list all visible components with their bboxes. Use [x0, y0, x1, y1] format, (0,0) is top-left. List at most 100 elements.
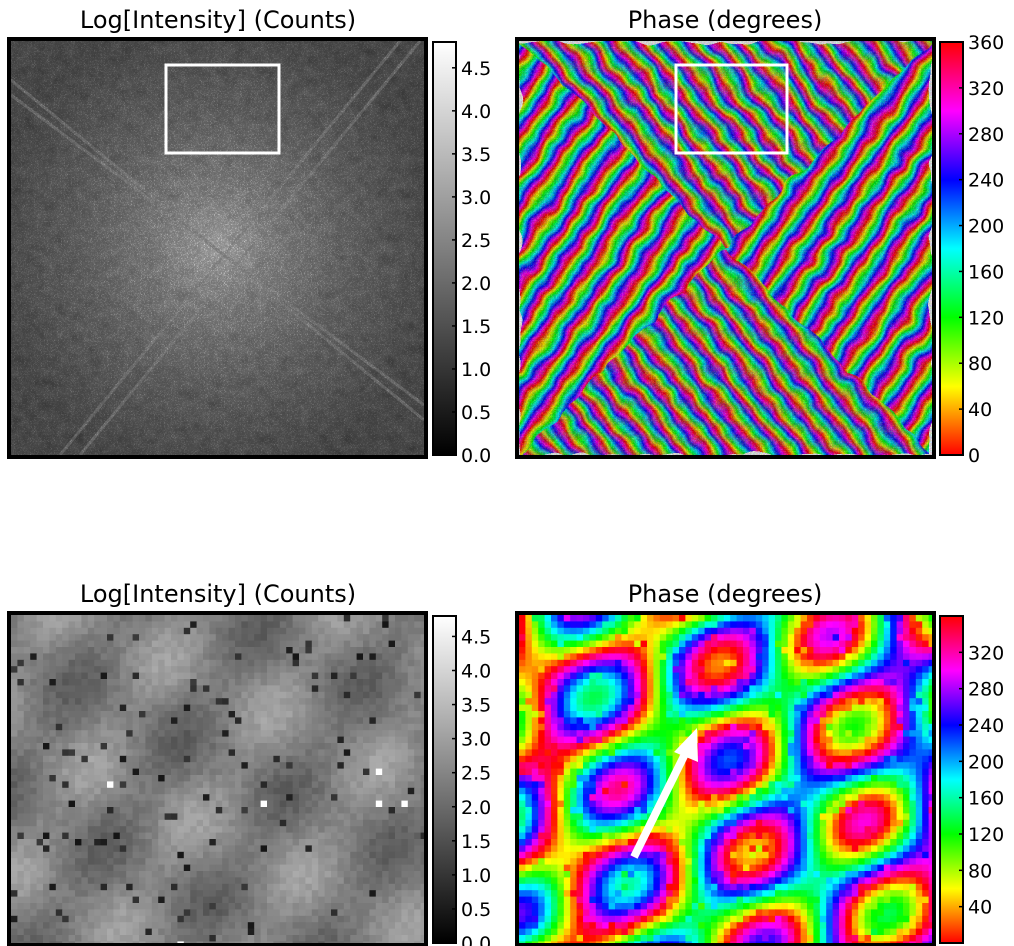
heatmap-cell	[145, 685, 153, 693]
heatmap-cell	[388, 941, 396, 943]
heatmap-cell	[119, 890, 127, 898]
heatmap-cell	[113, 621, 121, 629]
heatmap-cell	[260, 858, 268, 866]
heatmap-cell	[388, 743, 396, 750]
heatmap-cell	[839, 723, 846, 731]
heatmap-cell	[247, 685, 255, 693]
heatmap-cell	[730, 691, 738, 699]
heatmap-cell	[883, 755, 891, 763]
heatmap-cell	[113, 647, 121, 654]
heatmap-cell	[279, 762, 287, 770]
heatmap-cell	[139, 922, 146, 930]
heatmap-cell	[356, 800, 364, 808]
heatmap-cell	[864, 698, 872, 706]
heatmap-cell	[139, 845, 146, 853]
heatmap-cell	[228, 794, 236, 802]
heatmap-cell	[922, 653, 930, 661]
heatmap-cell	[414, 877, 422, 885]
heatmap-cell	[254, 839, 262, 846]
heatmap-cell	[343, 679, 351, 686]
heatmap-cell	[704, 749, 712, 757]
heatmap-cell	[49, 711, 57, 718]
heatmap-cell	[589, 647, 597, 654]
heatmap-cell	[324, 851, 332, 859]
heatmap-cell	[839, 711, 846, 718]
heatmap-cell	[634, 659, 642, 667]
heatmap-cell	[75, 691, 82, 699]
heatmap-cell	[621, 672, 629, 680]
heatmap-cell	[11, 826, 18, 834]
heatmap-cell	[43, 941, 50, 943]
heatmap-cell	[749, 647, 757, 654]
heatmap-cell	[158, 903, 166, 910]
heatmap-cell	[928, 621, 932, 629]
heatmap-cell	[324, 909, 332, 917]
heatmap-cell	[414, 819, 422, 827]
heatmap-cell	[395, 845, 402, 853]
heatmap-cell	[222, 922, 230, 930]
heatmap-cell	[343, 666, 351, 674]
heatmap-cell	[11, 666, 18, 674]
heatmap-cell	[839, 755, 846, 763]
heatmap-cell	[292, 653, 300, 661]
heatmap-cell	[254, 768, 262, 776]
heatmap-cell	[196, 775, 204, 782]
heatmap-cell	[356, 775, 364, 782]
heatmap-cell	[254, 679, 262, 686]
heatmap-cell	[247, 915, 255, 923]
heatmap-cell	[634, 640, 642, 648]
heatmap-cell	[775, 743, 782, 750]
heatmap-cell	[363, 883, 370, 891]
heatmap-cell	[164, 819, 172, 827]
heatmap-cell	[414, 832, 422, 840]
heatmap-cell	[81, 928, 89, 936]
heatmap-cell	[177, 704, 185, 712]
heatmap-cell	[915, 717, 923, 725]
heatmap-cell	[17, 711, 25, 718]
heatmap-cell	[819, 653, 827, 661]
heatmap-cell	[158, 685, 166, 693]
heatmap-cell	[196, 896, 204, 904]
heatmap-cell	[43, 723, 50, 731]
heatmap-cell	[890, 679, 898, 686]
heatmap-cell	[401, 698, 409, 706]
heatmap-cell	[62, 749, 70, 757]
heatmap-cell	[807, 691, 814, 699]
heatmap-cell	[768, 666, 776, 674]
heatmap-cell	[350, 935, 358, 942]
heatmap-cell	[414, 768, 422, 776]
heatmap-cell	[331, 704, 338, 712]
heatmap-cell	[781, 621, 789, 629]
heatmap-cell	[299, 691, 306, 699]
heatmap-cell	[691, 691, 699, 699]
heatmap-cell	[343, 615, 351, 622]
heatmap-cell	[369, 928, 377, 936]
heatmap-cell	[139, 730, 146, 738]
heatmap-cell	[589, 627, 597, 635]
heatmap-cell	[228, 851, 236, 859]
heatmap-cell	[711, 659, 718, 667]
heatmap-cell	[299, 794, 306, 802]
heatmap-cell	[273, 794, 281, 802]
heatmap-cell	[247, 794, 255, 802]
heatmap-cell	[350, 839, 358, 846]
heatmap-cell	[126, 711, 134, 718]
heatmap-cell	[164, 679, 172, 686]
heatmap-cell	[845, 679, 853, 686]
heatmap-cell	[858, 615, 866, 622]
heatmap-cell	[864, 615, 872, 622]
heatmap-cell	[190, 877, 198, 885]
heatmap-cell	[30, 704, 38, 712]
heatmap-cell	[331, 787, 338, 795]
heatmap-cell	[800, 666, 808, 674]
heatmap-cell	[647, 755, 654, 763]
heatmap-cell	[55, 640, 63, 648]
heatmap-cell	[311, 826, 319, 834]
heatmap-cell	[839, 640, 846, 648]
heatmap-cell	[151, 653, 159, 661]
heatmap-cell	[324, 640, 332, 648]
heatmap-cell	[30, 813, 38, 821]
heatmap-cell	[890, 627, 898, 635]
heatmap-cell	[337, 896, 345, 904]
heatmap-cell	[337, 794, 345, 802]
